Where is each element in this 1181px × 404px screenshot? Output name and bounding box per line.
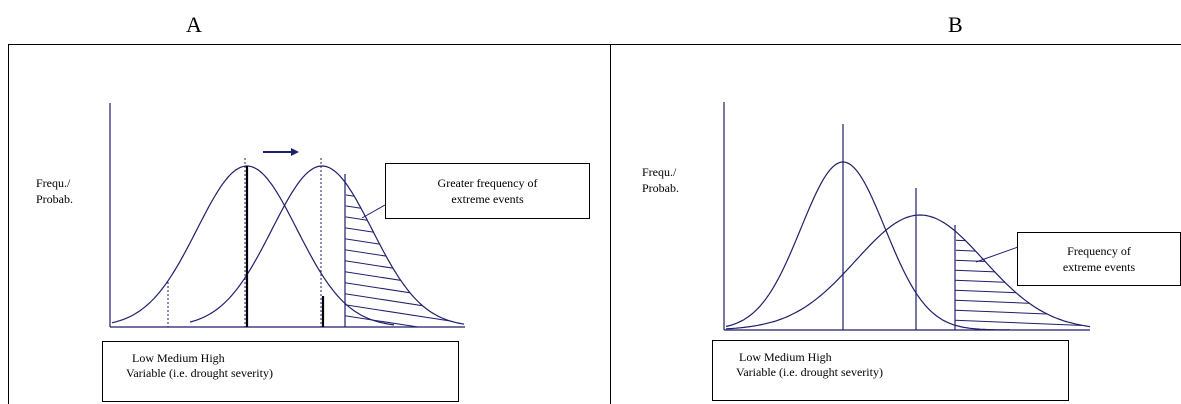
panel-b-label: B [948,12,963,37]
panel-b-callout-leader [975,246,1019,263]
panel-a-label: A [186,12,202,37]
hatch-line [950,220,1095,226]
arrow-right-icon [291,148,299,156]
hatch-line [345,237,464,259]
hatch-line [955,329,1090,330]
panel-a-callout-leader [361,204,386,219]
panel-a-callout: Greater frequency of extreme events [385,163,590,219]
panel-b-callout: Frequency of extreme events [1017,232,1181,286]
panel-b-y-axis-label: Frequ./ Probab. [642,165,679,195]
panel-b-narrow-curve [725,161,1010,331]
hatch-line [345,314,464,327]
hatch-line [950,200,1095,206]
hatch-line [950,210,1095,216]
panel-a-x-axis-box: Low Medium High Variable (i.e. drought s… [102,341,459,402]
hatch-line [345,270,464,292]
hatch-line [345,215,464,237]
panel-a-shifted-curve [189,165,465,325]
hatch-line [345,226,464,248]
hatch-line [955,299,1090,307]
hatch-line [345,248,464,270]
hatch-line [345,281,464,303]
panel-b-x-axis-box: Low Medium High Variable (i.e. drought s… [712,340,1069,401]
panel-a-x-axis-scale: Low Medium High [132,351,225,365]
panel-a-y-axis-label: Frequ./ Probab. [36,176,73,206]
hatch-line [345,259,464,281]
panel-a-plot [109,103,465,328]
panel-a-original-curve [111,165,395,326]
panel-b-wide-curve [725,214,1091,330]
hatch-line [955,309,1090,317]
panel-a-x-axis-label: Variable (i.e. drought severity) [126,366,273,380]
hatch-line [345,292,464,314]
hatch-line [955,319,1090,327]
hatch-line [955,289,1090,297]
panel-b-x-axis-scale: Low Medium High [739,350,832,364]
panel-b-x-axis-label: Variable (i.e. drought severity) [736,365,883,379]
